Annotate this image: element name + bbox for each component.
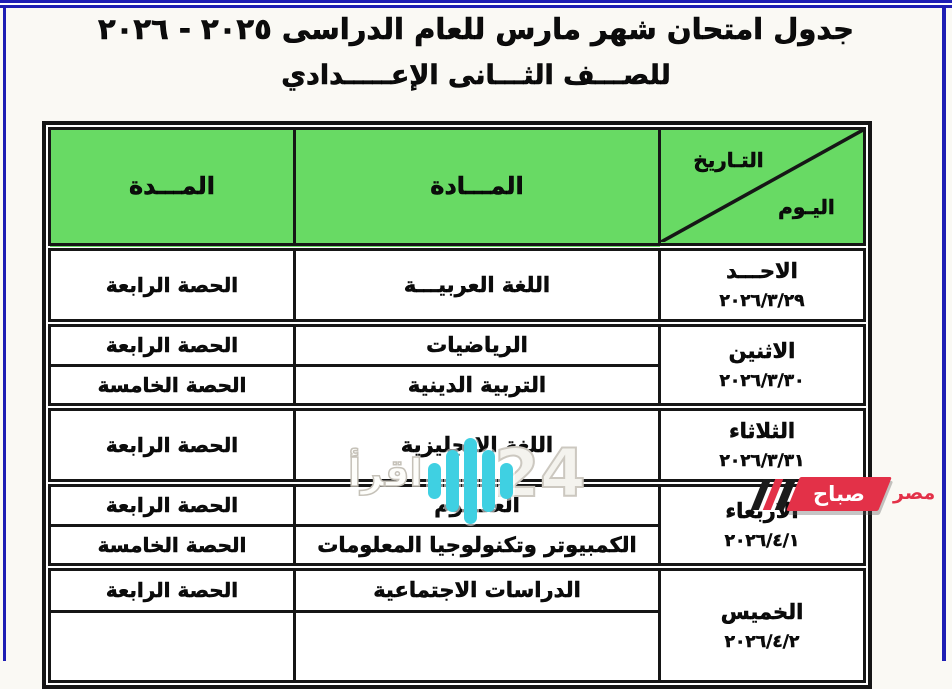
page-title-line1: جدول امتحان شهر مارس للعام الدراسى ٢٠٢٥ … (97, 12, 855, 47)
subject-cell: الكمبيوتر وتكنولوجيا المعلومات (293, 524, 661, 568)
day-cell: الاحـــد ٢٠٢٦/٣/٢٩ (658, 242, 866, 324)
page-title-line2: للصـــف الثـــانى الإعـــــدادي (281, 60, 671, 92)
day-date: ٢٠٢٦/٤/٢ (724, 631, 800, 653)
period-cell: الحصة الخامسة (48, 524, 296, 568)
sabah-misr-logo: صباح مصر (735, 472, 952, 516)
day-cell: الخميس ٢٠٢٦/٤/٢ (658, 562, 866, 683)
table-row: الخميس ٢٠٢٦/٤/٢ الدراسات الاجتماعية الحص… (48, 562, 866, 683)
watermark-iqra-text: اقرأ (347, 450, 423, 496)
day-name: الاثنين (728, 338, 796, 364)
table-row: الكمبيوتر وتكنولوجيا المعلومات الحصة الخ… (48, 524, 865, 568)
day-date: ٢٠٢٦/٣/٣٠ (719, 371, 805, 392)
day-date: ٢٠٢٦/٤/١ (724, 531, 800, 552)
equalizer-bars-icon (418, 435, 522, 527)
left-frame-line (3, 8, 6, 661)
table-row: الاحـــد ٢٠٢٦/٣/٢٩ اللغة العربيـــة الحص… (48, 242, 866, 324)
top-frame-line (0, 0, 952, 8)
center-watermark: 24 اقرأ (346, 433, 646, 529)
header-cell-duration: المـــدة (48, 127, 296, 248)
table-row: الثلاثاء ٢٠٢٦/٣/٣١ اللغة الانجليزية الحص… (48, 402, 866, 484)
exam-table-frame: التـاريخ اليـوم المـــادة المـــدة الاحـ… (42, 121, 872, 689)
day-cell: الثلاثاء ٢٠٢٦/٣/٣١ (658, 402, 866, 484)
subject-cell: اللغة الانجليزية (293, 402, 661, 484)
period-cell: الحصة الرابعة (48, 562, 296, 613)
table-header-row: التـاريخ اليـوم المـــادة المـــدة (48, 127, 866, 248)
table-row: التربية الدينية الحصة الخامسة (48, 364, 865, 408)
header-date-label: التـاريخ (693, 148, 764, 173)
header-cell-subject: المـــادة (293, 127, 661, 248)
day-date: ٢٠٢٦/٣/٣١ (719, 451, 805, 472)
day-cell: الاثنين ٢٠٢٦/٣/٣٠ (658, 318, 866, 408)
logo-misr-text: مصر (893, 482, 936, 504)
header-cell-date-day: التـاريخ اليـوم (658, 127, 866, 248)
day-name: الاحـــد (726, 258, 798, 284)
period-cell (48, 610, 296, 683)
subject-cell: الدراسات الاجتماعية (293, 562, 661, 613)
logo-sabah-text: صباح (813, 482, 865, 506)
period-cell: الحصة الرابعة (48, 242, 296, 324)
period-cell: الحصة الرابعة (48, 318, 296, 367)
diagonal-line (661, 130, 863, 243)
right-frame-line (942, 8, 946, 661)
logo-sabah-box: صباح (786, 477, 892, 511)
day-name: الخميس (720, 599, 804, 624)
period-cell: الحصة الخامسة (48, 364, 296, 408)
exam-table: التـاريخ اليـوم المـــادة المـــدة الاحـ… (48, 127, 866, 683)
subject-cell: التربية الدينية (293, 364, 661, 408)
period-cell: الحصة الرابعة (48, 478, 296, 527)
subject-cell: الرياضيات (293, 318, 661, 367)
table-row: الاثنين ٢٠٢٦/٣/٣٠ الرياضيات الحصة الرابع… (48, 318, 866, 408)
day-date: ٢٠٢٦/٣/٢٩ (719, 291, 805, 312)
period-cell: الحصة الرابعة (48, 402, 296, 484)
header-day-label: اليـوم (778, 195, 835, 220)
subject-cell: اللغة العربيـــة (293, 242, 661, 324)
day-name: الثلاثاء (728, 418, 796, 444)
subject-cell (293, 610, 661, 683)
